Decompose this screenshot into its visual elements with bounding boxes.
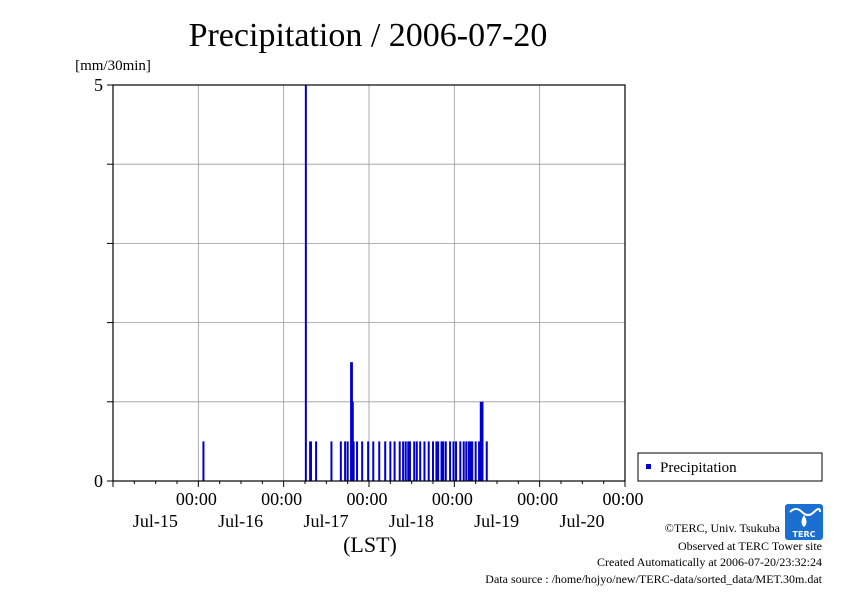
logo-wave-icon xyxy=(789,508,821,516)
y-axis-unit-label: [mm/30min] xyxy=(75,58,151,74)
precipitation-bar xyxy=(465,441,468,481)
x-axis-title: (LST) xyxy=(343,532,397,557)
x-tick-time-label: 00:00 xyxy=(517,489,558,509)
precipitation-bar xyxy=(408,441,411,481)
grid-lines xyxy=(113,84,626,482)
x-tick-time-label: 00:00 xyxy=(432,489,473,509)
precipitation-bar xyxy=(356,441,359,481)
precipitation-bar xyxy=(352,441,355,481)
precipitation-bar xyxy=(309,441,312,481)
x-tick-date-label: Jul-17 xyxy=(304,511,349,531)
precipitation-bar xyxy=(485,441,488,481)
precipitation-bar xyxy=(384,441,387,481)
precipitation-bar xyxy=(435,441,438,481)
precipitation-bar xyxy=(304,85,307,481)
legend-label: Precipitation xyxy=(660,460,737,476)
credit-copyright: ©TERC, Univ. Tsukuba xyxy=(665,521,781,535)
precipitation-bar xyxy=(404,441,407,481)
terc-logo: TERC xyxy=(785,504,823,540)
legend: Precipitation xyxy=(637,452,823,482)
precipitation-bar xyxy=(471,441,474,481)
credit-observed: Observed at TERC Tower site xyxy=(678,539,822,553)
precipitation-bar xyxy=(444,441,447,481)
precipitation-bar xyxy=(437,441,440,481)
precipitation-bars xyxy=(202,85,488,481)
credit-created: Created Automatically at 2006-07-20/23:3… xyxy=(597,555,822,569)
precipitation-bar xyxy=(339,441,342,481)
precipitation-bar xyxy=(415,441,418,481)
chart-title: Precipitation / 2006-07-20 xyxy=(189,17,548,54)
precipitation-bar xyxy=(367,441,370,481)
x-tick-date-label: Jul-19 xyxy=(474,511,519,531)
y-tick-label: 0 xyxy=(94,471,103,491)
y-tick-label: 5 xyxy=(94,75,103,95)
precipitation-bar xyxy=(423,441,426,481)
precipitation-bar xyxy=(449,441,452,481)
precipitation-bar xyxy=(442,441,445,481)
precipitation-bar xyxy=(455,441,458,481)
precipitation-bar xyxy=(402,441,405,481)
precipitation-bar xyxy=(372,441,375,481)
precipitation-bar xyxy=(393,441,396,481)
x-tick-time-label: 00:00 xyxy=(176,489,217,509)
logo-drop-icon xyxy=(801,515,807,527)
x-tick-time-label: 00:00 xyxy=(346,489,387,509)
legend-box xyxy=(637,452,823,482)
precipitation-bar xyxy=(413,441,416,481)
precipitation-bar xyxy=(202,441,205,481)
precipitation-bar xyxy=(346,441,349,481)
precipitation-bar xyxy=(419,441,422,481)
x-tick-date-label: Jul-18 xyxy=(389,511,434,531)
x-tick-time-label: 00:00 xyxy=(602,489,643,509)
precipitation-bar xyxy=(469,441,472,481)
y-axis-ticks: 05 xyxy=(94,75,113,491)
precipitation-bar xyxy=(378,441,381,481)
precipitation-bar xyxy=(344,441,347,481)
precipitation-bar xyxy=(389,441,392,481)
precipitation-bar xyxy=(427,441,430,481)
precipitation-bar xyxy=(432,441,434,481)
x-tick-time-label: 00:00 xyxy=(261,489,302,509)
credits: ©TERC, Univ. Tsukuba Observed at TERC To… xyxy=(485,521,822,586)
precipitation-bar xyxy=(462,441,465,481)
precipitation-bar xyxy=(478,441,481,481)
precipitation-bar xyxy=(361,441,364,481)
precipitation-bar xyxy=(467,441,470,481)
x-tick-date-label: Jul-16 xyxy=(218,511,263,531)
precipitation-bar xyxy=(440,441,443,481)
precipitation-bar xyxy=(330,441,333,481)
precipitation-bar xyxy=(398,441,401,481)
x-axis-ticks: 00:00Jul-1500:00Jul-1600:00Jul-1700:00Ju… xyxy=(112,481,644,531)
legend-swatch xyxy=(646,464,651,469)
precipitation-bar xyxy=(459,441,462,481)
logo-text: TERC xyxy=(793,530,816,539)
precipitation-bar xyxy=(407,441,410,481)
x-tick-date-label: Jul-20 xyxy=(560,511,605,531)
x-tick-date-label: Jul-15 xyxy=(133,511,178,531)
precipitation-bar xyxy=(481,401,484,481)
credit-source: Data source : /home/hojyo/new/TERC-data/… xyxy=(485,572,822,586)
precipitation-bar xyxy=(315,441,318,481)
precipitation-bar xyxy=(452,441,455,481)
precipitation-bar xyxy=(474,441,477,481)
